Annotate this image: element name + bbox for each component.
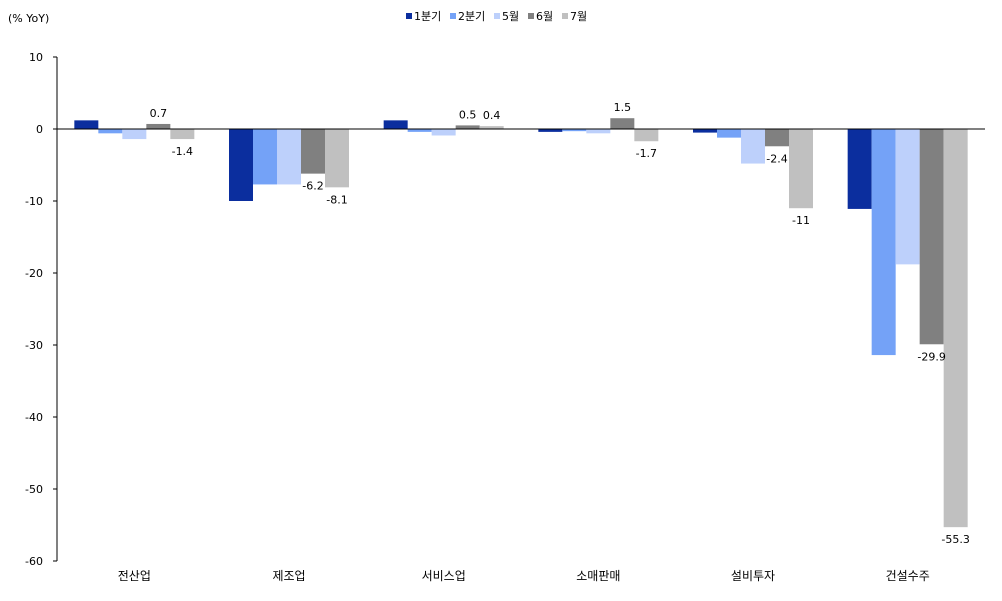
legend-label: 7월	[570, 10, 587, 23]
bar	[407, 129, 432, 132]
legend-swatch	[406, 13, 412, 19]
data-label: -2.4	[766, 152, 787, 165]
category-label: 건설수주	[886, 569, 930, 583]
bar	[895, 129, 920, 265]
y-tick-label: 10	[29, 51, 43, 64]
bar	[74, 120, 99, 129]
category-label: 서비스업	[422, 569, 466, 583]
data-labels: 0.7 -1.4 -6.2-8.1 0.5 0.4 1.5 -1.7 -2.4 -11 -29.9…	[150, 101, 970, 546]
bar	[170, 129, 195, 140]
bar	[301, 129, 325, 174]
y-tick-label: -50	[25, 483, 43, 496]
bar	[538, 129, 563, 132]
bar	[562, 129, 587, 132]
bar	[634, 129, 659, 142]
bar	[253, 129, 277, 185]
bar	[431, 129, 456, 136]
data-label: 0.4	[483, 109, 501, 122]
y-tick-label: -40	[25, 411, 43, 424]
y-tick-label: -60	[25, 555, 43, 568]
legend-label: 2분기	[458, 10, 485, 23]
data-label: -11	[792, 214, 810, 227]
bar	[277, 129, 301, 185]
legend-swatch	[494, 13, 500, 19]
unit-label: (% YoY)	[8, 12, 49, 25]
data-label: -6.2	[302, 180, 323, 193]
data-label: 1.5	[614, 101, 632, 114]
bars	[74, 118, 968, 528]
category-label: 제조업	[272, 569, 305, 583]
data-label: -1.7	[636, 147, 657, 160]
bar	[146, 123, 171, 129]
y-tick-label: -10	[25, 195, 43, 208]
data-label: -1.4	[172, 145, 193, 158]
bar	[455, 125, 480, 129]
legend: 1분기 2분기 5월 6월 7월	[406, 10, 587, 23]
bar	[229, 129, 253, 201]
legend-label: 6월	[536, 10, 553, 23]
bar	[610, 118, 635, 129]
data-label: -55.3	[941, 533, 969, 546]
legend-label: 5월	[502, 10, 519, 23]
y-tick-label: -20	[25, 267, 43, 280]
bar	[943, 129, 968, 528]
y-tick-label: 0	[36, 123, 43, 136]
bar	[383, 120, 408, 129]
bar	[325, 129, 349, 188]
category-label: 소매판매	[576, 569, 620, 583]
bar	[479, 126, 504, 129]
bar	[717, 129, 741, 138]
legend-swatch	[562, 13, 568, 19]
bar	[693, 129, 717, 133]
bar	[98, 129, 123, 134]
data-label: 0.7	[150, 107, 168, 120]
bar	[741, 129, 765, 164]
bar	[765, 129, 789, 147]
category-label: 전산업	[118, 569, 151, 583]
bar	[122, 129, 147, 140]
legend-swatch	[528, 13, 534, 19]
category-labels: 전산업 제조업 서비스업 소매판매 설비투자 건설수주	[118, 569, 930, 583]
data-label: -29.9	[917, 350, 945, 363]
bar	[919, 129, 944, 345]
bar	[871, 129, 896, 356]
data-label: -8.1	[326, 193, 347, 206]
category-label: 설비투자	[731, 569, 775, 583]
y-axis: 10 0 -10 -20 -30 -40 -50 -60	[25, 51, 58, 568]
bar	[586, 129, 611, 134]
bar	[847, 129, 872, 209]
legend-label: 1분기	[414, 10, 441, 23]
data-label: 0.5	[459, 108, 477, 121]
legend-swatch	[450, 13, 456, 19]
bar	[789, 129, 813, 209]
y-tick-label: -30	[25, 339, 43, 352]
